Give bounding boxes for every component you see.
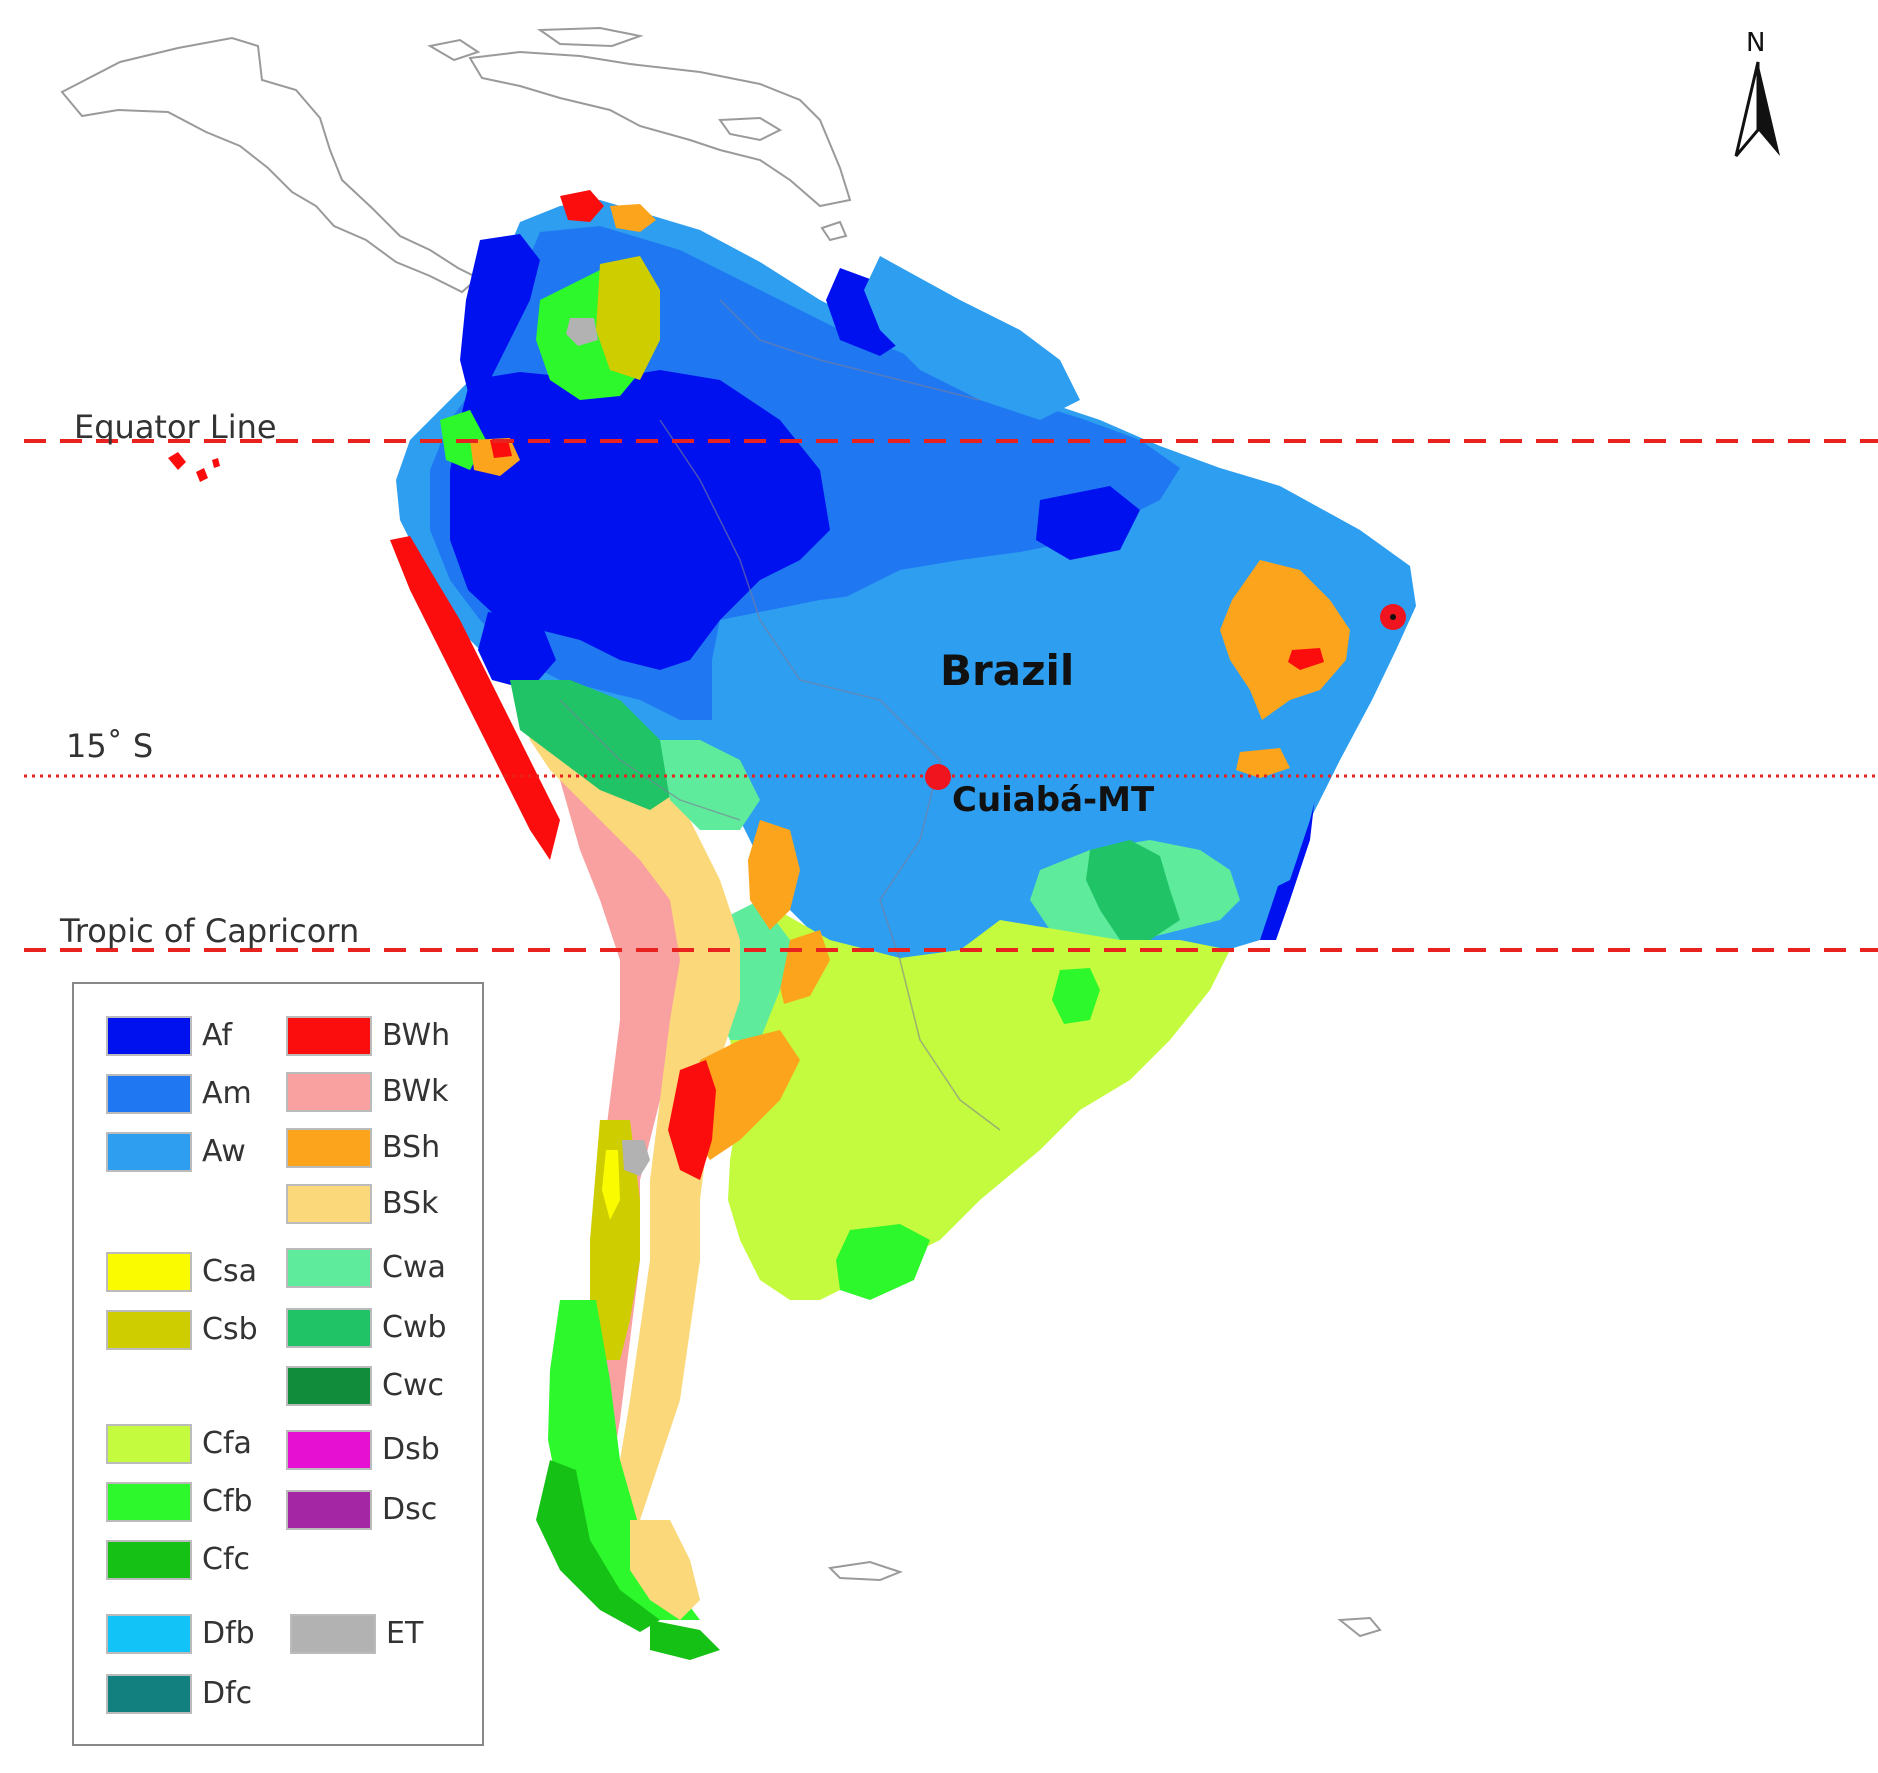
galapagos bbox=[168, 452, 220, 482]
city-label: Cuiabá-MT bbox=[952, 780, 1155, 820]
legend-label: Cwa bbox=[382, 1250, 446, 1285]
legend-label: Cwb bbox=[382, 1310, 447, 1345]
zone-aw bbox=[864, 256, 1080, 420]
zone-bsh bbox=[610, 204, 656, 232]
legend-swatch bbox=[286, 1430, 372, 1470]
zone-bsh bbox=[1236, 748, 1290, 778]
legend-label: Cfa bbox=[202, 1426, 252, 1461]
legend-swatch bbox=[106, 1252, 192, 1292]
legend-swatch bbox=[286, 1308, 372, 1348]
legend-swatch bbox=[106, 1482, 192, 1522]
legend-swatch bbox=[106, 1310, 192, 1350]
zone-af bbox=[450, 370, 830, 670]
legend-label: BSh bbox=[382, 1130, 441, 1165]
legend-swatch bbox=[106, 1614, 192, 1654]
north-arrow-icon bbox=[1734, 61, 1780, 157]
legend-swatch bbox=[106, 1016, 192, 1056]
zone-bsh bbox=[690, 1030, 800, 1160]
zone-af bbox=[460, 234, 540, 400]
legend-swatch bbox=[106, 1424, 192, 1464]
legend-swatch bbox=[286, 1128, 372, 1168]
zone-bwh bbox=[560, 190, 604, 222]
falklands bbox=[827, 1560, 903, 1582]
zone-csb bbox=[590, 1120, 640, 1360]
legend-label: BWh bbox=[382, 1018, 451, 1053]
cuiaba-marker bbox=[925, 764, 951, 790]
legend-swatch bbox=[106, 1074, 192, 1114]
legend-label: Csb bbox=[202, 1312, 258, 1347]
fifteen-south-label: 15˚ S bbox=[66, 727, 154, 765]
south-georgia bbox=[1337, 1616, 1382, 1638]
zone-et bbox=[622, 1140, 650, 1176]
legend-label: Cwc bbox=[382, 1368, 444, 1403]
legend-label: Af bbox=[202, 1018, 233, 1053]
legend-label: Dfc bbox=[202, 1676, 253, 1711]
country-label: Brazil bbox=[940, 646, 1075, 695]
zone-af bbox=[1036, 486, 1140, 560]
zone-csa bbox=[602, 1150, 620, 1220]
zone-bsh bbox=[1220, 560, 1350, 720]
zone-bwh bbox=[668, 1060, 716, 1180]
legend-swatch bbox=[286, 1072, 372, 1112]
zone-bwh bbox=[1288, 648, 1324, 670]
north-arrow: N bbox=[1728, 28, 1788, 158]
climate-legend: Af Am Aw BWh BWk BSh BSk Csa Csb Cwa Cwb Cwc Cfa Cfb C… bbox=[72, 982, 484, 1746]
legend-label: Cfb bbox=[202, 1484, 253, 1519]
legend-label: Dsb bbox=[382, 1432, 440, 1467]
legend-label: Dfb bbox=[202, 1616, 255, 1651]
zone-bsk bbox=[630, 1520, 700, 1620]
zone-cwb bbox=[510, 680, 680, 810]
zone-bsk bbox=[520, 700, 740, 1580]
legend-label: ET bbox=[386, 1616, 424, 1651]
legend-label: Cfc bbox=[202, 1542, 251, 1577]
legend-label: Csa bbox=[202, 1254, 257, 1289]
legend-label: BSk bbox=[382, 1186, 439, 1221]
zone-bwh bbox=[490, 440, 512, 458]
capricorn-label: Tropic of Capricorn bbox=[60, 912, 360, 950]
zone-cfa bbox=[728, 900, 1230, 1300]
zone-cwa bbox=[660, 740, 760, 830]
zone-cfb bbox=[836, 1224, 930, 1300]
legend-label: Dsc bbox=[382, 1492, 438, 1527]
legend-label: Aw bbox=[202, 1134, 246, 1169]
legend-swatch bbox=[106, 1540, 192, 1580]
legend-swatch bbox=[286, 1016, 372, 1056]
zone-cfb bbox=[1052, 968, 1100, 1024]
zone-et bbox=[566, 318, 598, 346]
zone-csb bbox=[596, 256, 660, 380]
legend-swatch bbox=[290, 1614, 376, 1654]
legend-swatch bbox=[286, 1248, 372, 1288]
coastal-marker-center bbox=[1390, 614, 1396, 620]
legend-swatch bbox=[106, 1674, 192, 1714]
north-letter: N bbox=[1746, 28, 1766, 58]
zone-cfc bbox=[650, 1620, 720, 1660]
legend-swatch bbox=[286, 1184, 372, 1224]
country-borders bbox=[559, 299, 1001, 1131]
legend-label: Am bbox=[202, 1076, 252, 1111]
zone-cwb bbox=[1086, 840, 1180, 940]
legend-swatch bbox=[286, 1366, 372, 1406]
legend-swatch bbox=[286, 1490, 372, 1530]
equator-label: Equator Line bbox=[74, 408, 277, 446]
legend-label: BWk bbox=[382, 1074, 449, 1109]
zone-bwh bbox=[390, 536, 560, 860]
legend-swatch bbox=[106, 1132, 192, 1172]
zone-af bbox=[478, 612, 556, 690]
zone-bsh bbox=[748, 820, 800, 930]
zone-cfc bbox=[536, 1460, 660, 1632]
